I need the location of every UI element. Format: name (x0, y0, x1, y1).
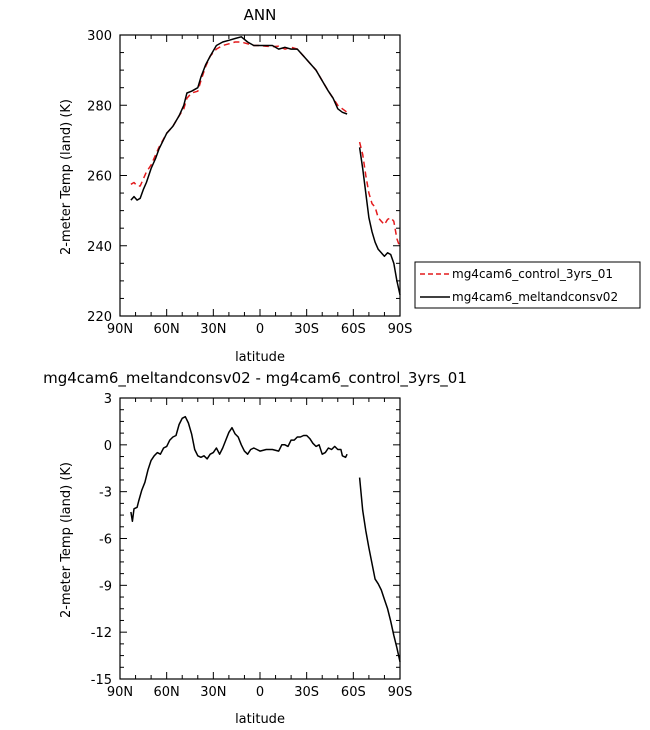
top-series-1-segment-1 (358, 147, 401, 296)
bottom-x-tick-label: 0 (256, 685, 264, 700)
top-x-tick-label: 30S (294, 322, 319, 337)
top-chart-title: ANN (244, 6, 277, 24)
top-series-0-segment-1 (358, 141, 401, 248)
bottom-x-tick-label: 90S (388, 685, 413, 700)
bottom-y-tick-label: -6 (99, 533, 112, 548)
bottom-x-tick-label: 90N (107, 685, 133, 700)
top-series-0-segment-0 (130, 41, 348, 187)
bottom-x-tick-label: 30S (294, 685, 319, 700)
top-x-tick-label: 60S (341, 322, 366, 337)
bottom-y-tick-label: 0 (104, 439, 112, 454)
bottom-y-tick-label: -9 (99, 579, 112, 594)
legend: mg4cam6_control_3yrs_01 mg4cam6_meltandc… (414, 261, 641, 309)
bottom-chart-title: mg4cam6_meltandconsv02 - mg4cam6_control… (43, 369, 467, 388)
top-y-axis-title: 2-meter Temp (land) (K) (59, 99, 74, 255)
bottom-plot-area: 90N 60N 30N 0 30S 60S 90S 3 0 -3 -6 -9 -12 -15 (91, 392, 413, 700)
top-plot-area: 90N 60N 30N 0 30S 60S 90S 220 240 260 280 300 (87, 29, 412, 337)
top-x-tick-label: 60N (154, 322, 180, 337)
top-x-tick-label: 90N (107, 322, 133, 337)
bottom-series-0-segment-0 (130, 415, 348, 523)
top-plot-frame (119, 34, 401, 317)
bottom-x-tick-label: 60N (154, 685, 180, 700)
top-x-tick-label: 90S (388, 322, 413, 337)
top-x-tick-label: 0 (256, 322, 264, 337)
bottom-chart: mg4cam6_meltandconsv02 - mg4cam6_control… (43, 369, 467, 727)
top-y-tick-label: 220 (87, 310, 112, 325)
top-chart: ANN 90N 60N 30N 0 30S 60S 90S 220 240 260 280 300 l… (59, 6, 641, 365)
bottom-y-axis-title: 2-meter Temp (land) (K) (59, 462, 74, 618)
bottom-x-tick-label: 30N (200, 685, 226, 700)
top-y-tick-label: 300 (87, 29, 112, 44)
bottom-y-tick-label: -15 (91, 673, 112, 688)
top-series-1-segment-0 (130, 36, 348, 201)
bottom-series-0-segment-1 (358, 477, 401, 662)
bottom-y-tick-label: -12 (91, 626, 112, 641)
top-y-tick-label: 260 (87, 170, 112, 185)
top-x-axis-title: latitude (235, 350, 285, 365)
bottom-x-tick-label: 60S (341, 685, 366, 700)
legend-label-meltandconsv: mg4cam6_meltandconsv02 (452, 290, 618, 304)
bottom-y-tick-label: -3 (99, 486, 112, 501)
legend-label-control: mg4cam6_control_3yrs_01 (452, 267, 613, 281)
top-x-tick-label: 30N (200, 322, 226, 337)
top-y-tick-label: 240 (87, 240, 112, 255)
top-y-tick-label: 280 (87, 99, 112, 114)
legend-frame (414, 261, 641, 309)
bottom-y-tick-label: 3 (104, 392, 112, 407)
bottom-plot-frame (119, 397, 401, 680)
bottom-x-axis-title: latitude (235, 712, 285, 727)
